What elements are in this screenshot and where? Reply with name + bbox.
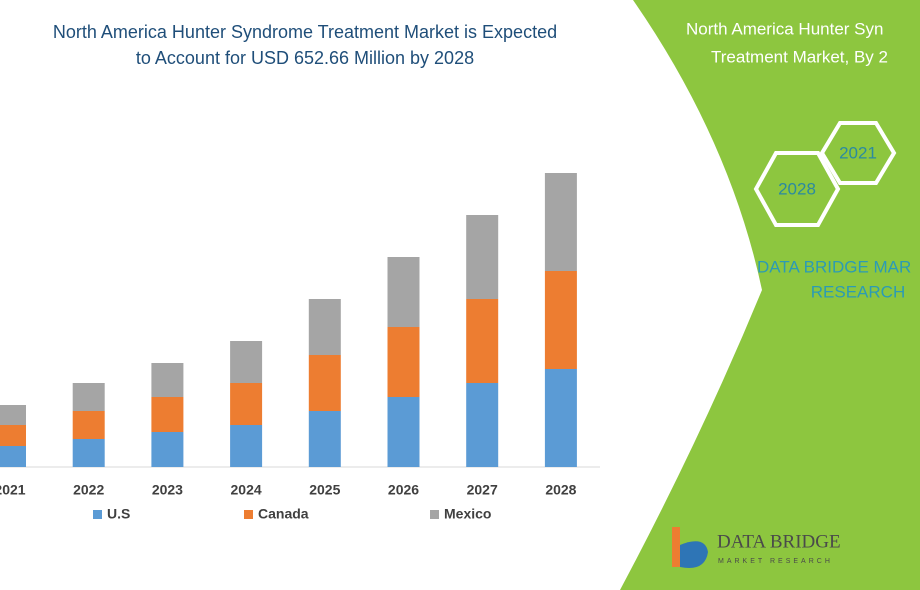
legend-label: Mexico (444, 506, 491, 522)
x-tick-label: 2025 (309, 482, 340, 498)
legend-label: Canada (258, 506, 309, 522)
side-panel (620, 0, 920, 590)
x-tick-label: 2026 (388, 482, 419, 498)
panel-heading: Treatment Market, By 2 (711, 47, 888, 66)
bar-segment (387, 327, 420, 397)
bar-segment (308, 299, 341, 355)
legend-swatch (93, 510, 102, 519)
hexagon-label: 2021 (839, 143, 877, 162)
bar-segment (387, 397, 420, 467)
legend-swatch (244, 510, 253, 519)
bar-segment (230, 341, 263, 383)
bar-segment (72, 439, 105, 467)
bar-segment (308, 355, 341, 411)
logo-text: MARKET RESEARCH (718, 558, 833, 565)
bar-segment (151, 363, 184, 397)
bar-segment (230, 383, 263, 425)
bar-segment (0, 425, 26, 446)
bar-segment (544, 369, 577, 467)
bar-segment (151, 432, 184, 467)
hexagon (819, 121, 897, 185)
x-tick-label: 2023 (152, 482, 183, 498)
bar-segment (72, 411, 105, 439)
x-tick-label: 2027 (467, 482, 498, 498)
bar-segment (466, 215, 499, 299)
chart-title: North America Hunter Syndrome Treatment … (53, 22, 557, 42)
legend-label: U.S (107, 506, 130, 522)
bar-segment (387, 257, 420, 327)
logo: DATA BRIDGE MARKET RESEARCH (672, 527, 841, 568)
bar-segment (151, 397, 184, 432)
brand-text: DATA BRIDGE MAR (757, 257, 911, 276)
logo-text: DATA BRIDGE (717, 531, 841, 552)
bar-segment (0, 446, 26, 467)
hexagon-label: 2028 (778, 179, 816, 198)
bar-segment (308, 411, 341, 467)
bar-segment (230, 425, 263, 467)
chart-title: to Account for USD 652.66 Million by 202… (136, 48, 474, 68)
x-tick-label: 2021 (0, 482, 26, 498)
bar-segment (466, 383, 499, 467)
x-tick-label: 2024 (231, 482, 262, 498)
logo-icon (680, 541, 708, 568)
bar-segment (466, 299, 499, 383)
legend-swatch (430, 510, 439, 519)
logo-icon (672, 527, 680, 567)
x-tick-label: 2028 (545, 482, 576, 498)
bar-segment (544, 173, 577, 271)
x-tick-label: 2022 (73, 482, 104, 498)
brand-text: RESEARCH (811, 282, 905, 301)
hexagon (753, 151, 841, 227)
bar-segment (72, 383, 105, 411)
bar-segment (0, 405, 26, 425)
panel-heading: North America Hunter Syn (686, 19, 883, 38)
bar-segment (544, 271, 577, 369)
